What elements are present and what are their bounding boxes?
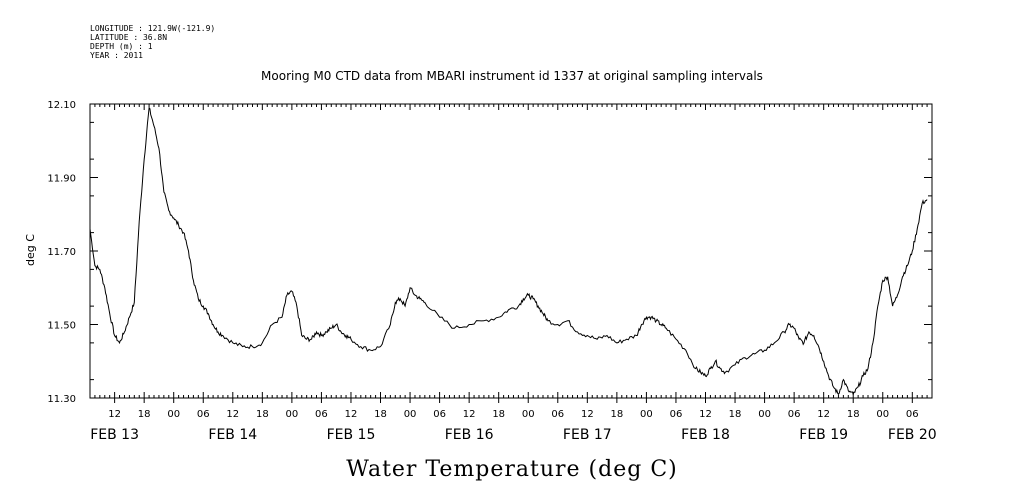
x-tick-label: 18 (847, 409, 860, 420)
x-tick-label: 06 (315, 409, 328, 420)
plot-frame (89, 103, 933, 399)
x-tick-label: 06 (906, 409, 919, 420)
x-tick-label: 00 (286, 409, 299, 420)
x-tick-label: 06 (197, 409, 210, 420)
y-tick-label: 11.70 (47, 247, 76, 258)
depth-label: DEPTH (m) : 1 (90, 42, 153, 51)
day-label: FEB 16 (445, 427, 494, 443)
x-tick-label: 18 (492, 409, 505, 420)
day-label: FEB 18 (681, 427, 730, 443)
chart-title: Mooring M0 CTD data from MBARI instrumen… (261, 69, 763, 83)
y-tick-label: 12.10 (47, 100, 76, 111)
latitude-label: LATITUDE : 36.8N (90, 33, 167, 42)
y-tick-label: 11.50 (47, 321, 76, 332)
x-tick-label: 00 (404, 409, 417, 420)
day-label: FEB 15 (327, 427, 376, 443)
x-tick-label: 06 (670, 409, 683, 420)
longitude-label: LONGITUDE : 121.9W(-121.9) (90, 24, 215, 33)
x-tick-label: 00 (167, 409, 180, 420)
x-tick-label: 06 (551, 409, 564, 420)
x-tick-label: 12 (699, 409, 712, 420)
day-label: FEB 17 (563, 427, 612, 443)
x-tick-label: 00 (758, 409, 771, 420)
x-tick-label: 18 (374, 409, 387, 420)
x-tick-label: 12 (581, 409, 594, 420)
day-labels: FEB 13 FEB 14 FEB 15 FEB 16 FEB 17 FEB 18 FEB … (90, 427, 936, 443)
x-tick-label: 12 (463, 409, 476, 420)
day-label: FEB 20 (888, 427, 937, 443)
x-tick-label: 12 (817, 409, 830, 420)
x-tick-label: 12 (108, 409, 121, 420)
temperature-series-line (89, 106, 928, 396)
day-label: FEB 14 (208, 427, 257, 443)
x-tick-label: 12 (345, 409, 358, 420)
x-tick-label: 18 (256, 409, 269, 420)
y-axis-label: deg C (24, 234, 37, 266)
x-tick-label: 06 (788, 409, 801, 420)
x-tick-label: 00 (522, 409, 535, 420)
day-label: FEB 19 (799, 427, 848, 443)
x-tick-label: 00 (876, 409, 889, 420)
year-label: YEAR : 2011 (90, 51, 143, 60)
x-tick-label: 18 (729, 409, 742, 420)
y-tick-label: 11.30 (47, 394, 76, 405)
x-ticks: 12 18 00 06 12 18 00 06 12 18 00 06 12 18 00 06 12 18 00 06… (89, 104, 933, 420)
x-tick-label: 12 (226, 409, 239, 420)
x-axis-label: Water Temperature (deg C) (346, 457, 678, 482)
x-tick-label: 18 (610, 409, 623, 420)
y-tick-label: 11.90 (47, 174, 76, 185)
day-label: FEB 13 (90, 427, 139, 443)
y-ticks: 12.10 11.90 11.70 11.50 11.30 (47, 100, 932, 405)
x-tick-label: 18 (138, 409, 151, 420)
x-tick-label: 00 (640, 409, 653, 420)
x-tick-label: 06 (433, 409, 446, 420)
